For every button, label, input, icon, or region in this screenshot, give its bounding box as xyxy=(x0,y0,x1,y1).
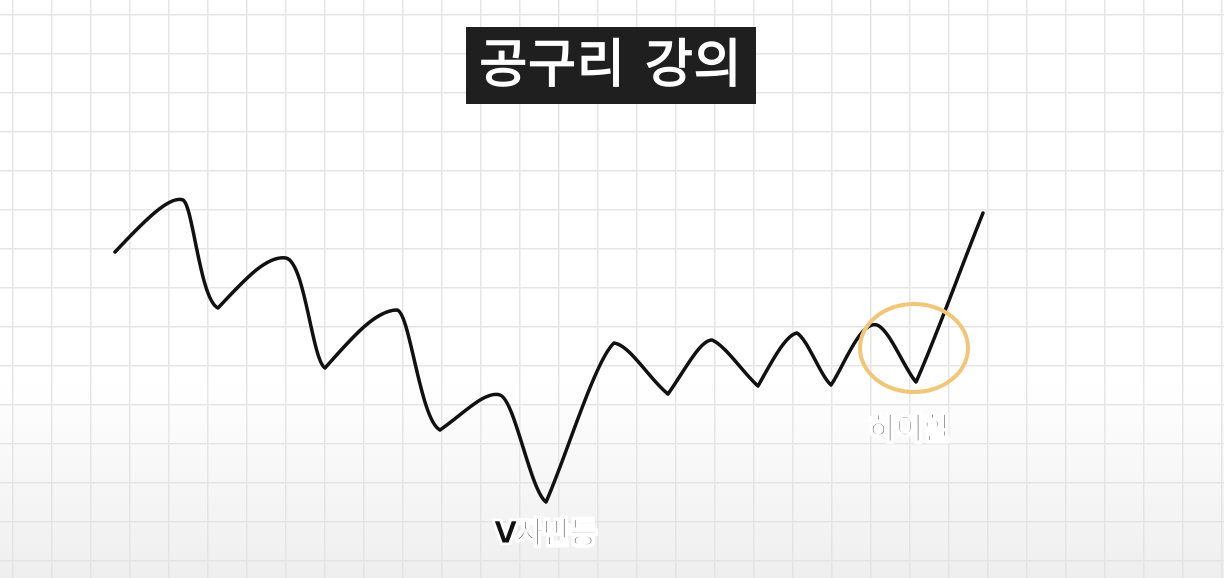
v-rebound-label: V자반등 xyxy=(493,516,597,552)
high-heel-label: 하이힐 xyxy=(869,412,951,448)
high-heel-highlight-circle xyxy=(858,302,970,394)
price-line xyxy=(113,197,985,504)
page-title: 공구리 강의 xyxy=(466,27,756,104)
